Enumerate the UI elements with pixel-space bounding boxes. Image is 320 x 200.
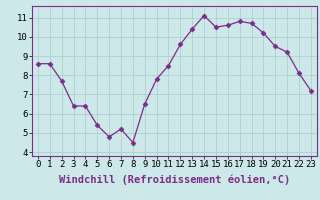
X-axis label: Windchill (Refroidissement éolien,°C): Windchill (Refroidissement éolien,°C) [59,175,290,185]
